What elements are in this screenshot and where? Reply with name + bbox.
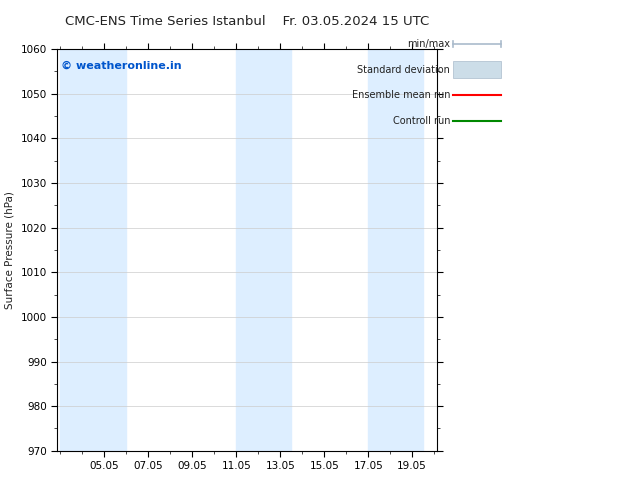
Bar bbox=[236, 49, 258, 451]
Text: © weatheronline.in: © weatheronline.in bbox=[61, 61, 181, 71]
Text: Ensemble mean run: Ensemble mean run bbox=[352, 90, 450, 100]
Bar bbox=[258, 49, 291, 451]
Text: CMC-ENS Time Series Istanbul    Fr. 03.05.2024 15 UTC: CMC-ENS Time Series Istanbul Fr. 03.05.2… bbox=[65, 15, 429, 28]
Text: Controll run: Controll run bbox=[392, 116, 450, 125]
Text: Standard deviation: Standard deviation bbox=[358, 65, 450, 74]
Y-axis label: Surface Pressure (hPa): Surface Pressure (hPa) bbox=[5, 191, 15, 309]
Bar bbox=[60, 49, 93, 451]
Bar bbox=[93, 49, 126, 451]
Text: min/max: min/max bbox=[407, 39, 450, 49]
Bar bbox=[368, 49, 423, 451]
